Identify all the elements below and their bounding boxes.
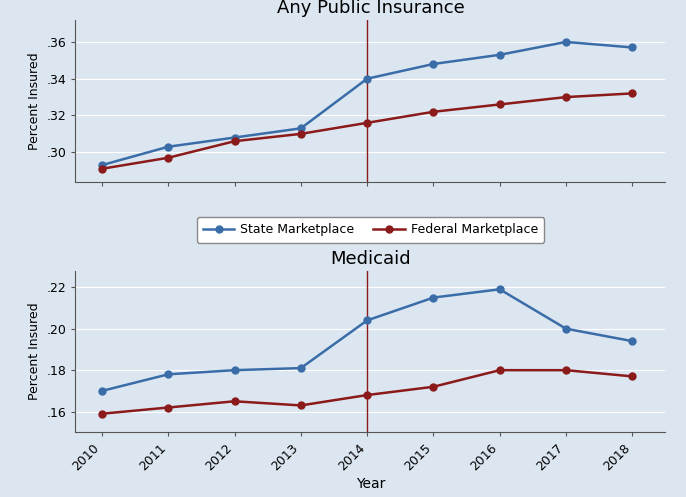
State Marketplace [429, 61, 438, 67]
State Marketplace [363, 76, 371, 82]
Federal Marketplace [297, 403, 305, 409]
State Marketplace [297, 365, 305, 371]
Federal Marketplace [628, 373, 637, 379]
Legend: State Marketplace, Federal Marketplace: State Marketplace, Federal Marketplace [197, 217, 544, 243]
Federal Marketplace [230, 398, 239, 404]
Federal Marketplace [230, 138, 239, 144]
State Marketplace [429, 295, 438, 301]
State Marketplace [562, 39, 570, 45]
Federal Marketplace [164, 405, 172, 411]
Federal Marketplace [429, 109, 438, 115]
X-axis label: Year: Year [356, 477, 385, 491]
State Marketplace [98, 162, 106, 168]
Title: Any Public Insurance: Any Public Insurance [276, 0, 464, 17]
Federal Marketplace [297, 131, 305, 137]
Federal Marketplace [164, 155, 172, 161]
Line: Federal Marketplace: Federal Marketplace [99, 90, 636, 172]
State Marketplace [363, 318, 371, 324]
State Marketplace [628, 338, 637, 344]
State Marketplace [562, 326, 570, 331]
State Marketplace [628, 44, 637, 50]
Y-axis label: Percent Insured: Percent Insured [28, 303, 41, 400]
Federal Marketplace [98, 166, 106, 172]
State Marketplace [495, 286, 504, 292]
Federal Marketplace [628, 90, 637, 96]
State Marketplace [495, 52, 504, 58]
Federal Marketplace [562, 367, 570, 373]
Federal Marketplace [495, 367, 504, 373]
Federal Marketplace [562, 94, 570, 100]
Y-axis label: Percent Insured: Percent Insured [28, 52, 41, 150]
State Marketplace [98, 388, 106, 394]
Federal Marketplace [98, 411, 106, 416]
Federal Marketplace [495, 101, 504, 107]
Federal Marketplace [363, 120, 371, 126]
Line: State Marketplace: State Marketplace [99, 286, 636, 395]
State Marketplace [164, 144, 172, 150]
State Marketplace [230, 367, 239, 373]
Federal Marketplace [429, 384, 438, 390]
Title: Medicaid: Medicaid [330, 249, 411, 268]
Line: State Marketplace: State Marketplace [99, 38, 636, 168]
State Marketplace [297, 125, 305, 131]
State Marketplace [230, 135, 239, 141]
State Marketplace [164, 371, 172, 377]
Line: Federal Marketplace: Federal Marketplace [99, 367, 636, 417]
Federal Marketplace [363, 392, 371, 398]
